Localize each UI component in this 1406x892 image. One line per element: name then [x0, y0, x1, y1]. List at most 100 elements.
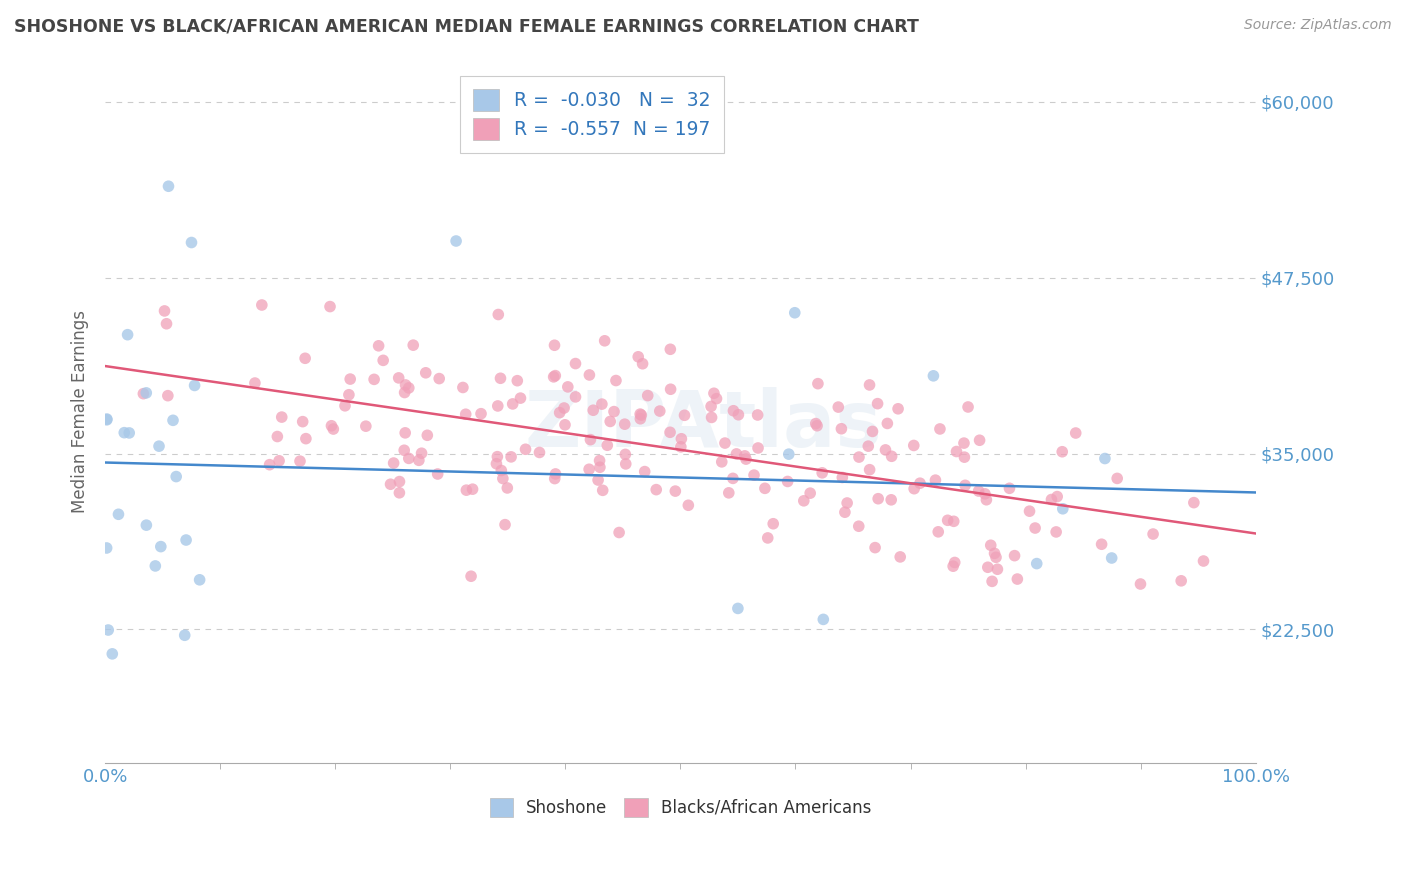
- Point: [804, 417, 827, 431]
- Point: [607, 525, 630, 540]
- Point: [717, 486, 740, 500]
- Point: [117, 327, 139, 342]
- Point: [593, 334, 616, 348]
- Point: [460, 569, 482, 583]
- Point: [544, 467, 567, 481]
- Point: [494, 517, 516, 532]
- Point: [1094, 451, 1116, 466]
- Point: [596, 438, 619, 452]
- Point: [756, 531, 779, 545]
- Point: [706, 392, 728, 406]
- Point: [456, 483, 478, 498]
- Point: [700, 400, 723, 414]
- Point: [762, 516, 785, 531]
- Point: [582, 403, 605, 417]
- Point: [489, 371, 512, 385]
- Point: [96, 412, 118, 426]
- Point: [155, 317, 177, 331]
- Point: [799, 486, 821, 500]
- Point: [976, 492, 998, 507]
- Point: [936, 513, 959, 527]
- Point: [1192, 554, 1215, 568]
- Point: [953, 450, 976, 465]
- Point: [333, 399, 356, 413]
- Point: [943, 556, 966, 570]
- Point: [659, 425, 682, 440]
- Point: [294, 351, 316, 366]
- Point: [96, 541, 118, 555]
- Point: [1025, 557, 1047, 571]
- Point: [700, 410, 723, 425]
- Point: [648, 404, 671, 418]
- Point: [983, 546, 1005, 560]
- Point: [783, 306, 806, 320]
- Point: [813, 612, 835, 626]
- Point: [543, 369, 565, 384]
- Point: [830, 422, 852, 436]
- Point: [149, 540, 172, 554]
- Point: [135, 385, 157, 400]
- Point: [588, 453, 610, 467]
- Point: [671, 432, 693, 446]
- Point: [416, 428, 439, 442]
- Point: [388, 475, 411, 489]
- Point: [586, 473, 609, 487]
- Point: [998, 481, 1021, 495]
- Point: [485, 457, 508, 471]
- Point: [322, 422, 344, 436]
- Point: [553, 401, 575, 415]
- Point: [183, 378, 205, 392]
- Point: [382, 456, 405, 470]
- Point: [1182, 495, 1205, 509]
- Point: [628, 411, 651, 425]
- Point: [295, 432, 318, 446]
- Point: [162, 413, 184, 427]
- Point: [1050, 444, 1073, 458]
- Point: [509, 391, 531, 405]
- Point: [922, 368, 945, 383]
- Point: [866, 397, 889, 411]
- Point: [259, 458, 281, 472]
- Point: [112, 425, 135, 440]
- Point: [388, 485, 411, 500]
- Point: [496, 481, 519, 495]
- Point: [981, 574, 1004, 589]
- Point: [486, 450, 509, 464]
- Point: [107, 508, 129, 522]
- Point: [837, 496, 859, 510]
- Point: [903, 438, 925, 452]
- Point: [980, 538, 1002, 552]
- Point: [506, 374, 529, 388]
- Point: [470, 407, 492, 421]
- Point: [634, 465, 657, 479]
- Point: [747, 441, 769, 455]
- Point: [1046, 490, 1069, 504]
- Point: [862, 425, 884, 439]
- Point: [725, 447, 748, 461]
- Point: [1101, 551, 1123, 566]
- Point: [742, 468, 765, 483]
- Text: ZIPAtlas: ZIPAtlas: [524, 387, 882, 464]
- Point: [969, 434, 991, 448]
- Point: [101, 647, 124, 661]
- Text: Source: ZipAtlas.com: Source: ZipAtlas.com: [1244, 18, 1392, 32]
- Point: [977, 560, 1000, 574]
- Point: [664, 484, 686, 499]
- Point: [637, 388, 659, 402]
- Point: [592, 483, 614, 498]
- Point: [599, 414, 621, 428]
- Point: [678, 498, 700, 512]
- Point: [727, 601, 749, 615]
- Point: [1052, 501, 1074, 516]
- Point: [461, 482, 484, 496]
- Point: [613, 417, 636, 432]
- Point: [321, 418, 343, 433]
- Point: [96, 413, 118, 427]
- Point: [250, 298, 273, 312]
- Point: [984, 550, 1007, 565]
- Point: [156, 389, 179, 403]
- Point: [876, 417, 898, 431]
- Point: [398, 381, 420, 395]
- Point: [426, 467, 449, 481]
- Point: [1040, 492, 1063, 507]
